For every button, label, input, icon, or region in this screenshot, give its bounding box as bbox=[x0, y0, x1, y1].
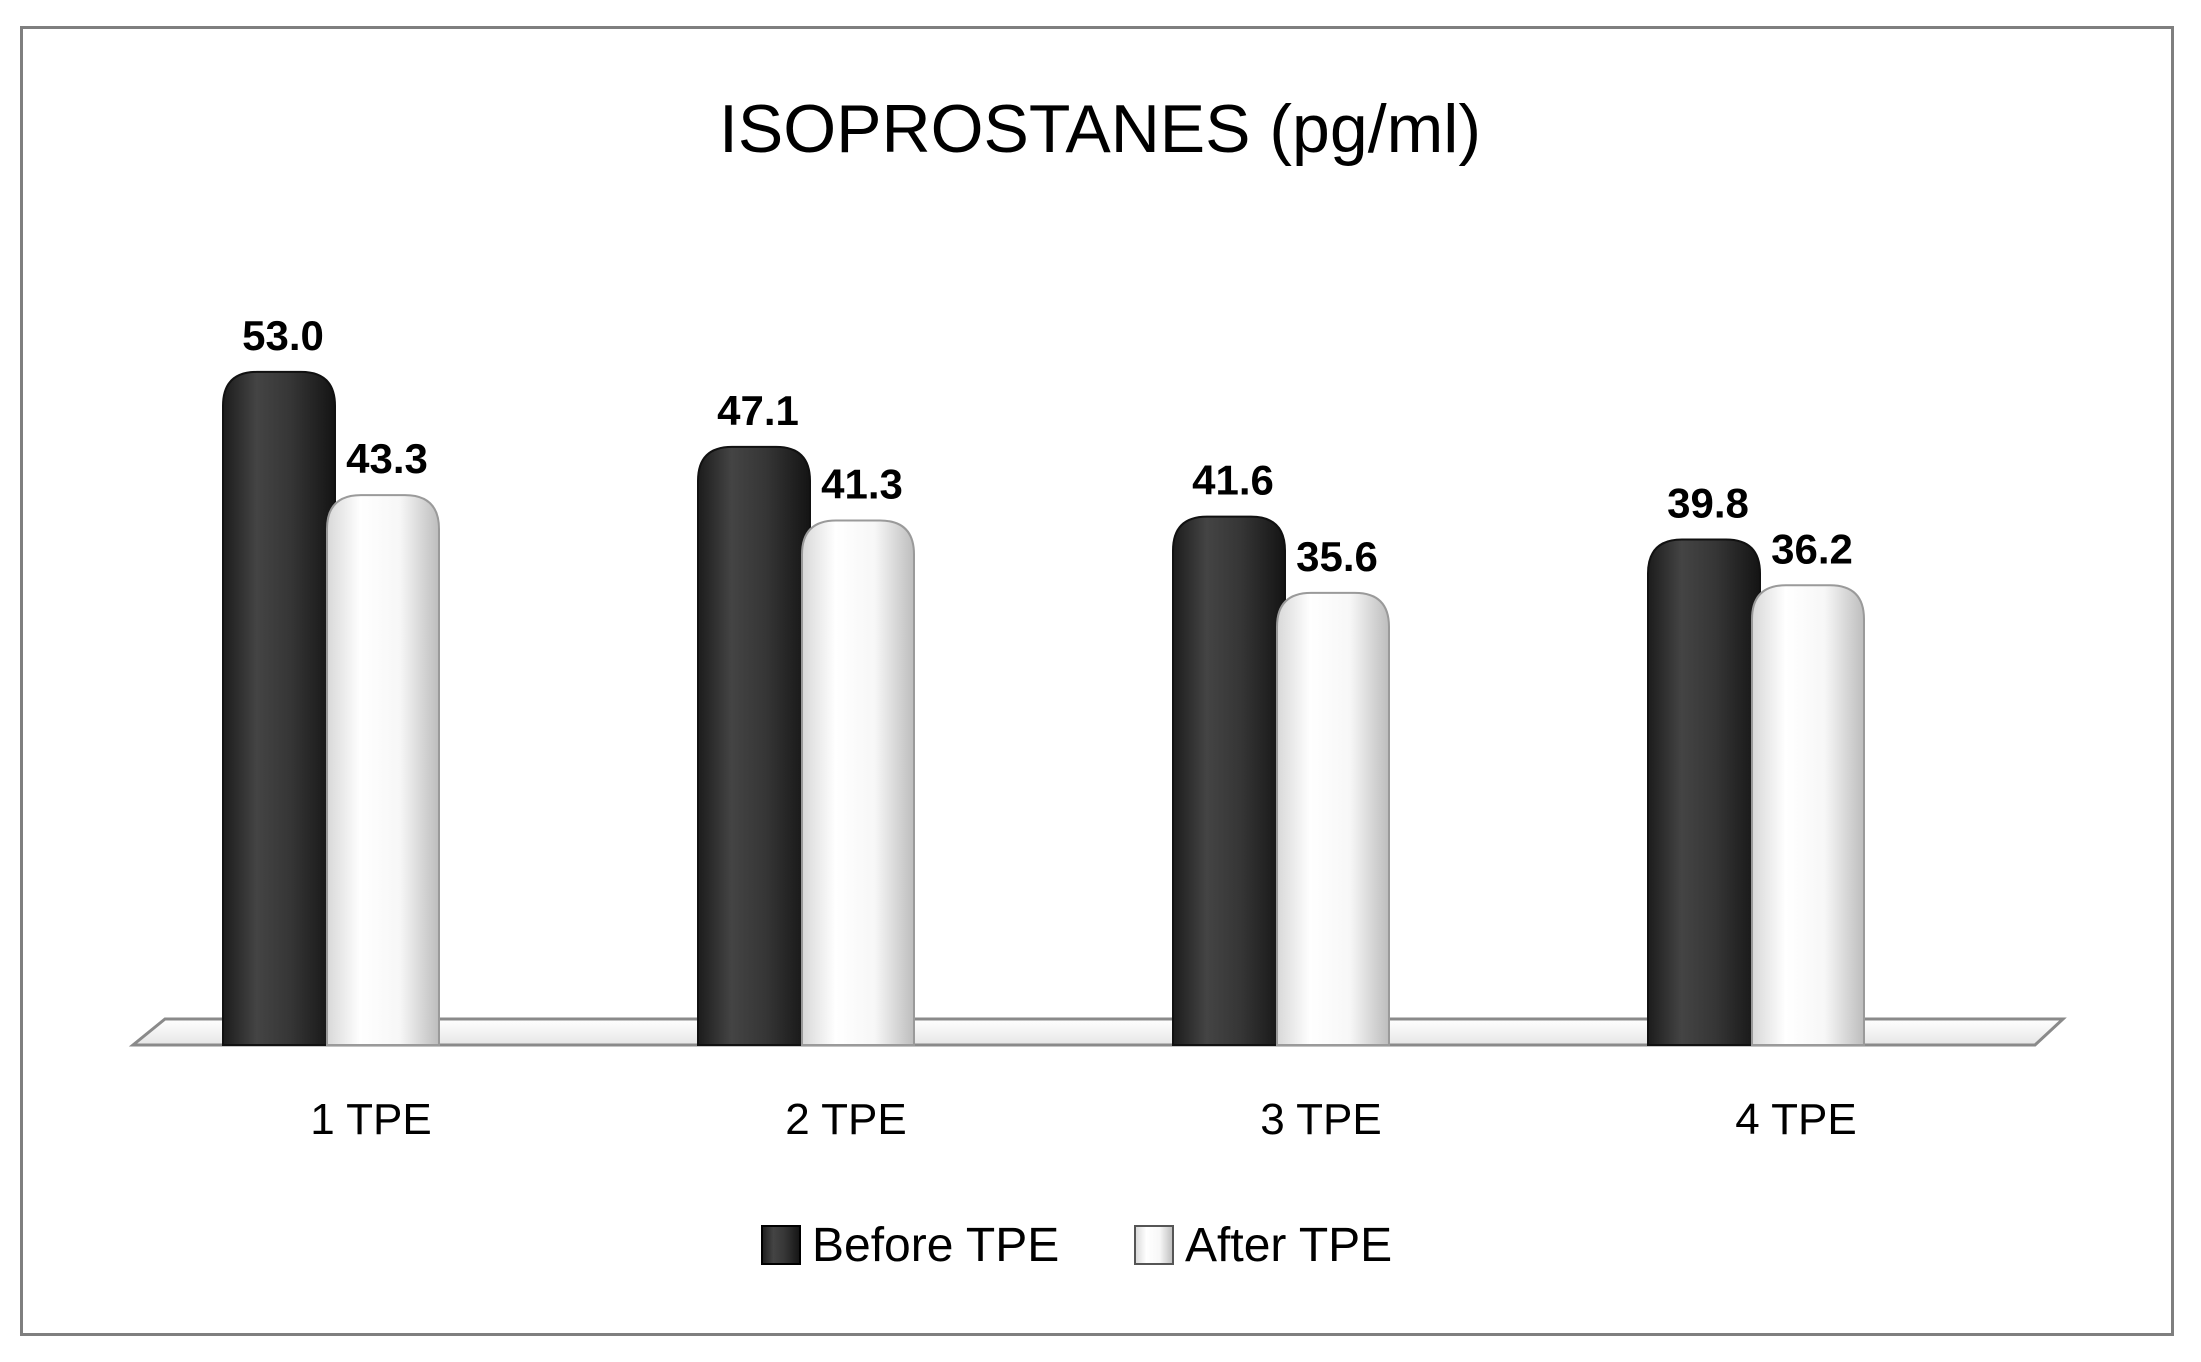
data-label-after-tpe-4: 36.2 bbox=[1771, 525, 1853, 572]
data-label-before-tpe-2: 47.1 bbox=[717, 387, 799, 434]
legend: Before TPE After TPE bbox=[761, 1219, 1392, 1272]
data-label-after-tpe-2: 41.3 bbox=[821, 460, 903, 507]
category-label-3: 3 TPE bbox=[1260, 1095, 1381, 1144]
chart-floor bbox=[128, 1017, 2067, 1047]
data-label-before-tpe-4: 39.8 bbox=[1667, 480, 1749, 527]
data-label-before-tpe-3: 41.6 bbox=[1192, 457, 1274, 504]
bar-before-tpe-3 bbox=[1172, 515, 1286, 1046]
data-labels-group: 53.0 43.3 47.1 41.3 41.6 35.6 39.8 36.2 bbox=[242, 312, 1853, 580]
bar-after-tpe-3 bbox=[1276, 591, 1390, 1046]
legend-label-after: After TPE bbox=[1185, 1219, 1392, 1272]
data-label-before-tpe-1: 53.0 bbox=[242, 312, 324, 359]
legend-swatch-before bbox=[761, 1225, 801, 1265]
bar-after-tpe-2 bbox=[801, 519, 915, 1046]
bar-after-tpe-4 bbox=[1751, 584, 1865, 1046]
legend-label-before: Before TPE bbox=[812, 1219, 1059, 1272]
bar-before-tpe-2 bbox=[697, 445, 811, 1046]
legend-swatch-after bbox=[1134, 1225, 1174, 1265]
category-labels-group: 1 TPE 2 TPE 3 TPE 4 TPE bbox=[310, 1095, 1856, 1144]
bars-group bbox=[222, 370, 1865, 1046]
chart-title: ISOPROSTANES (pg/ml) bbox=[719, 91, 1481, 167]
category-label-2: 2 TPE bbox=[785, 1095, 906, 1144]
data-label-after-tpe-1: 43.3 bbox=[346, 435, 428, 482]
bar-before-tpe-1 bbox=[222, 370, 336, 1046]
category-label-1: 1 TPE bbox=[310, 1095, 431, 1144]
category-label-4: 4 TPE bbox=[1735, 1095, 1856, 1144]
bar-before-tpe-4 bbox=[1647, 538, 1761, 1046]
bar-after-tpe-1 bbox=[326, 494, 440, 1046]
data-label-after-tpe-3: 35.6 bbox=[1296, 533, 1378, 580]
